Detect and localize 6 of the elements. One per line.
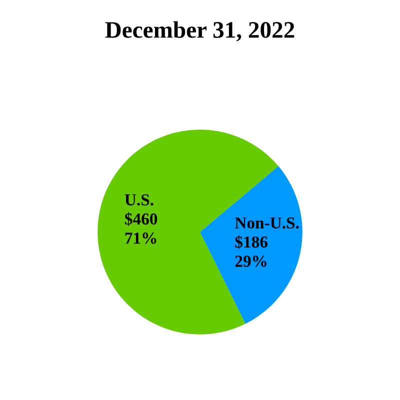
pie-slice bbox=[200, 166, 302, 324]
slice-label: Non-U.S. bbox=[234, 217, 299, 229]
chart-title: December 31, 2022 bbox=[105, 21, 294, 42]
data-label: $460 71% bbox=[124, 212, 158, 244]
slice-label: U.S. bbox=[124, 194, 154, 206]
data-label: $186 29% bbox=[235, 235, 268, 267]
